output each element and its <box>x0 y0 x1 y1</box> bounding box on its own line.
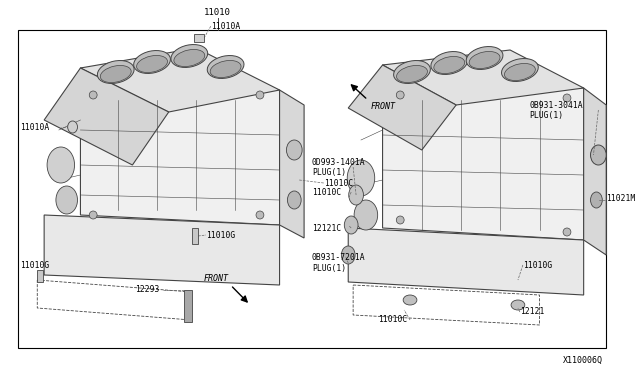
Polygon shape <box>44 215 280 285</box>
Ellipse shape <box>256 211 264 219</box>
Text: PLUG(1): PLUG(1) <box>312 167 346 176</box>
Ellipse shape <box>396 91 404 99</box>
Polygon shape <box>81 48 280 112</box>
Polygon shape <box>383 50 584 105</box>
Ellipse shape <box>89 91 97 99</box>
Polygon shape <box>81 68 280 225</box>
Ellipse shape <box>511 300 525 310</box>
Polygon shape <box>44 68 169 165</box>
Polygon shape <box>584 88 606 255</box>
Ellipse shape <box>56 186 77 214</box>
Polygon shape <box>192 228 198 244</box>
Text: 12121: 12121 <box>520 308 544 317</box>
Ellipse shape <box>207 55 244 78</box>
Ellipse shape <box>341 246 355 264</box>
Ellipse shape <box>287 191 301 209</box>
Text: 11010A: 11010A <box>20 122 49 131</box>
Text: 11021M: 11021M <box>606 193 636 202</box>
Text: FRONT: FRONT <box>371 102 396 111</box>
Ellipse shape <box>47 147 74 183</box>
Ellipse shape <box>97 61 134 83</box>
Text: 11010G: 11010G <box>523 260 552 269</box>
Ellipse shape <box>349 185 364 205</box>
Text: 11010C: 11010C <box>378 315 407 324</box>
Ellipse shape <box>469 51 500 68</box>
Ellipse shape <box>563 228 571 236</box>
Polygon shape <box>37 270 43 282</box>
Ellipse shape <box>287 140 302 160</box>
Ellipse shape <box>100 65 131 83</box>
Text: 11010G: 11010G <box>20 260 49 269</box>
Ellipse shape <box>354 200 378 230</box>
Text: 11010C: 11010C <box>312 187 341 196</box>
Ellipse shape <box>431 52 468 74</box>
Ellipse shape <box>434 57 465 74</box>
Ellipse shape <box>396 216 404 224</box>
Ellipse shape <box>89 211 97 219</box>
Polygon shape <box>383 65 584 240</box>
Text: 11010A: 11010A <box>211 22 240 31</box>
Ellipse shape <box>591 192 602 208</box>
Text: PLUG(1): PLUG(1) <box>312 263 346 273</box>
Text: 0D993-1401A: 0D993-1401A <box>312 157 365 167</box>
Ellipse shape <box>210 61 241 77</box>
Ellipse shape <box>134 51 170 73</box>
Text: X110006Q: X110006Q <box>563 356 604 365</box>
Ellipse shape <box>136 55 168 73</box>
Ellipse shape <box>502 58 538 81</box>
Ellipse shape <box>394 61 430 83</box>
Polygon shape <box>194 34 204 42</box>
Ellipse shape <box>591 145 606 165</box>
Polygon shape <box>184 290 192 322</box>
Text: PLUG(1): PLUG(1) <box>530 110 564 119</box>
Polygon shape <box>280 90 304 238</box>
Text: 11010G: 11010G <box>206 231 236 240</box>
Text: 12121C: 12121C <box>312 224 341 232</box>
Ellipse shape <box>403 295 417 305</box>
Text: 11010C: 11010C <box>324 179 353 187</box>
Text: 12293: 12293 <box>136 285 160 295</box>
Ellipse shape <box>344 216 358 234</box>
Polygon shape <box>348 228 584 295</box>
Ellipse shape <box>397 65 428 83</box>
Ellipse shape <box>348 160 374 196</box>
Text: 11010: 11010 <box>204 7 231 16</box>
Ellipse shape <box>174 49 205 67</box>
Text: 0B931-3041A: 0B931-3041A <box>530 100 583 109</box>
Ellipse shape <box>171 45 208 67</box>
Ellipse shape <box>563 94 571 102</box>
Text: FRONT: FRONT <box>204 274 228 283</box>
Ellipse shape <box>466 46 503 70</box>
Text: 0B931-7201A: 0B931-7201A <box>312 253 365 263</box>
Polygon shape <box>348 65 456 150</box>
Ellipse shape <box>256 91 264 99</box>
Bar <box>18 30 606 348</box>
Ellipse shape <box>68 121 77 133</box>
Ellipse shape <box>504 64 535 80</box>
